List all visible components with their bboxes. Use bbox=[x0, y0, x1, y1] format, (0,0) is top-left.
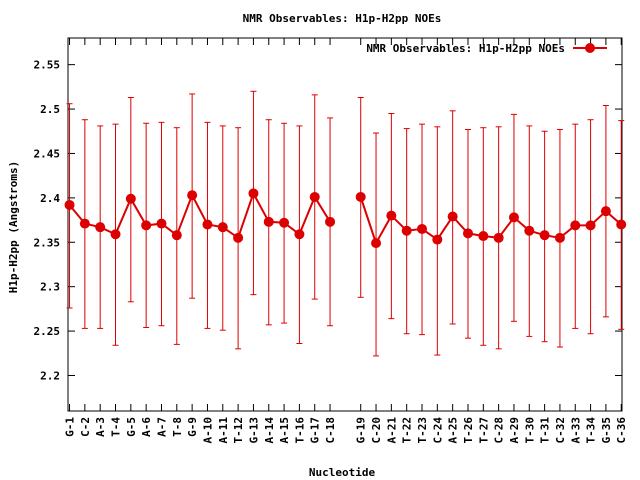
data-point bbox=[386, 210, 397, 221]
y-axis-label: H1p-H2pp (Angstroms) bbox=[7, 161, 20, 293]
data-point bbox=[401, 225, 412, 236]
x-tick-label: T-4 bbox=[110, 417, 123, 437]
data-point bbox=[141, 220, 152, 231]
y-tick-label: 2.35 bbox=[34, 236, 61, 249]
data-point bbox=[309, 191, 320, 202]
x-tick-label: A-6 bbox=[140, 417, 153, 437]
data-point bbox=[493, 232, 504, 243]
data-point bbox=[616, 219, 627, 230]
x-tick-label: C-2 bbox=[79, 417, 92, 437]
x-tick-label: G-1 bbox=[64, 417, 77, 437]
y-tick-label: 2.5 bbox=[40, 103, 60, 116]
x-tick-label: T-8 bbox=[171, 417, 184, 437]
data-point bbox=[279, 217, 290, 228]
y-tick-label: 2.3 bbox=[40, 281, 60, 294]
data-point bbox=[325, 216, 336, 227]
data-point bbox=[171, 230, 182, 241]
plot-area: 2.2 2.25 2.3 2.35 2.4 2.45 2.5 2.55 G-1 C-2 A-3 T-4… bbox=[34, 37, 628, 444]
x-tick-label: T-30 bbox=[523, 417, 536, 444]
data-point bbox=[554, 232, 565, 243]
x-tick-label: A-21 bbox=[385, 417, 398, 444]
data-point bbox=[79, 218, 90, 229]
x-tick-label: G-17 bbox=[309, 417, 322, 444]
data-point bbox=[524, 225, 535, 236]
x-tick-label: T-27 bbox=[477, 417, 490, 444]
x-tick-label: T-34 bbox=[585, 417, 598, 444]
legend-marker bbox=[585, 43, 595, 53]
x-tick-label: C-28 bbox=[493, 417, 506, 444]
data-point bbox=[371, 238, 382, 249]
x-tick-label: A-14 bbox=[263, 417, 276, 444]
x-tick-label: A-33 bbox=[569, 417, 582, 444]
data-point bbox=[95, 222, 106, 233]
y-tick-label: 2.45 bbox=[34, 147, 61, 160]
y-tick-label: 2.25 bbox=[34, 325, 61, 338]
y-tick-label: 2.2 bbox=[40, 369, 60, 382]
data-point bbox=[125, 193, 136, 204]
y-tick-label: 2.4 bbox=[40, 192, 60, 205]
x-tick-label: G-35 bbox=[600, 417, 613, 444]
x-axis-label: Nucleotide bbox=[309, 466, 376, 479]
x-tick-label: A-7 bbox=[155, 417, 168, 437]
x-tick-label: A-15 bbox=[278, 417, 291, 444]
data-point bbox=[156, 218, 167, 229]
x-tick-label: G-19 bbox=[355, 417, 368, 444]
data-point bbox=[539, 230, 550, 241]
data-point bbox=[202, 219, 213, 230]
x-tick-label: T-22 bbox=[401, 417, 414, 444]
x-tick-label: C-18 bbox=[324, 417, 337, 444]
legend: NMR Observables: H1p-H2pp NOEs bbox=[366, 42, 607, 55]
series-line bbox=[68, 190, 331, 240]
x-tick-label: A-10 bbox=[201, 417, 214, 444]
x-tick-label: T-31 bbox=[539, 417, 552, 444]
y-tick-label: 2.55 bbox=[34, 59, 61, 72]
x-tick-label: A-3 bbox=[94, 417, 107, 437]
data-point bbox=[110, 229, 121, 240]
data-point bbox=[432, 234, 443, 245]
x-tick-label: A-29 bbox=[508, 417, 521, 444]
series-line bbox=[359, 196, 622, 246]
data-point bbox=[478, 231, 489, 242]
x-tick-label: C-36 bbox=[615, 417, 628, 444]
x-tick-label: C-20 bbox=[370, 417, 383, 444]
data-point bbox=[64, 199, 75, 210]
legend-label: NMR Observables: H1p-H2pp NOEs bbox=[366, 42, 565, 55]
data-point bbox=[294, 229, 305, 240]
data-point bbox=[355, 191, 366, 202]
x-tick-label: A-25 bbox=[447, 417, 460, 444]
data-point bbox=[187, 190, 198, 201]
x-tick-label: T-16 bbox=[293, 417, 306, 444]
data-point bbox=[447, 211, 458, 222]
data-point bbox=[600, 206, 611, 217]
chart-title: NMR Observables: H1p-H2pp NOEs bbox=[243, 12, 442, 25]
data-point bbox=[217, 222, 228, 233]
x-tick-label: T-26 bbox=[462, 417, 475, 444]
data-point bbox=[585, 220, 596, 231]
x-tick-label: T-12 bbox=[232, 417, 245, 444]
data-point bbox=[508, 212, 519, 223]
data-point bbox=[462, 228, 473, 239]
x-tick-label: G-13 bbox=[247, 417, 260, 444]
data-point bbox=[248, 188, 259, 199]
x-tick-label: T-23 bbox=[416, 417, 429, 444]
x-tick-label: G-9 bbox=[186, 417, 199, 437]
data-point bbox=[570, 220, 581, 231]
x-tick-label: C-32 bbox=[554, 417, 567, 444]
data-point bbox=[263, 216, 274, 227]
x-tick-label: C-24 bbox=[431, 417, 444, 444]
x-tick-label: G-5 bbox=[125, 417, 138, 437]
data-point bbox=[417, 223, 428, 234]
data-point bbox=[233, 232, 244, 243]
x-tick-label: A-11 bbox=[217, 417, 230, 444]
